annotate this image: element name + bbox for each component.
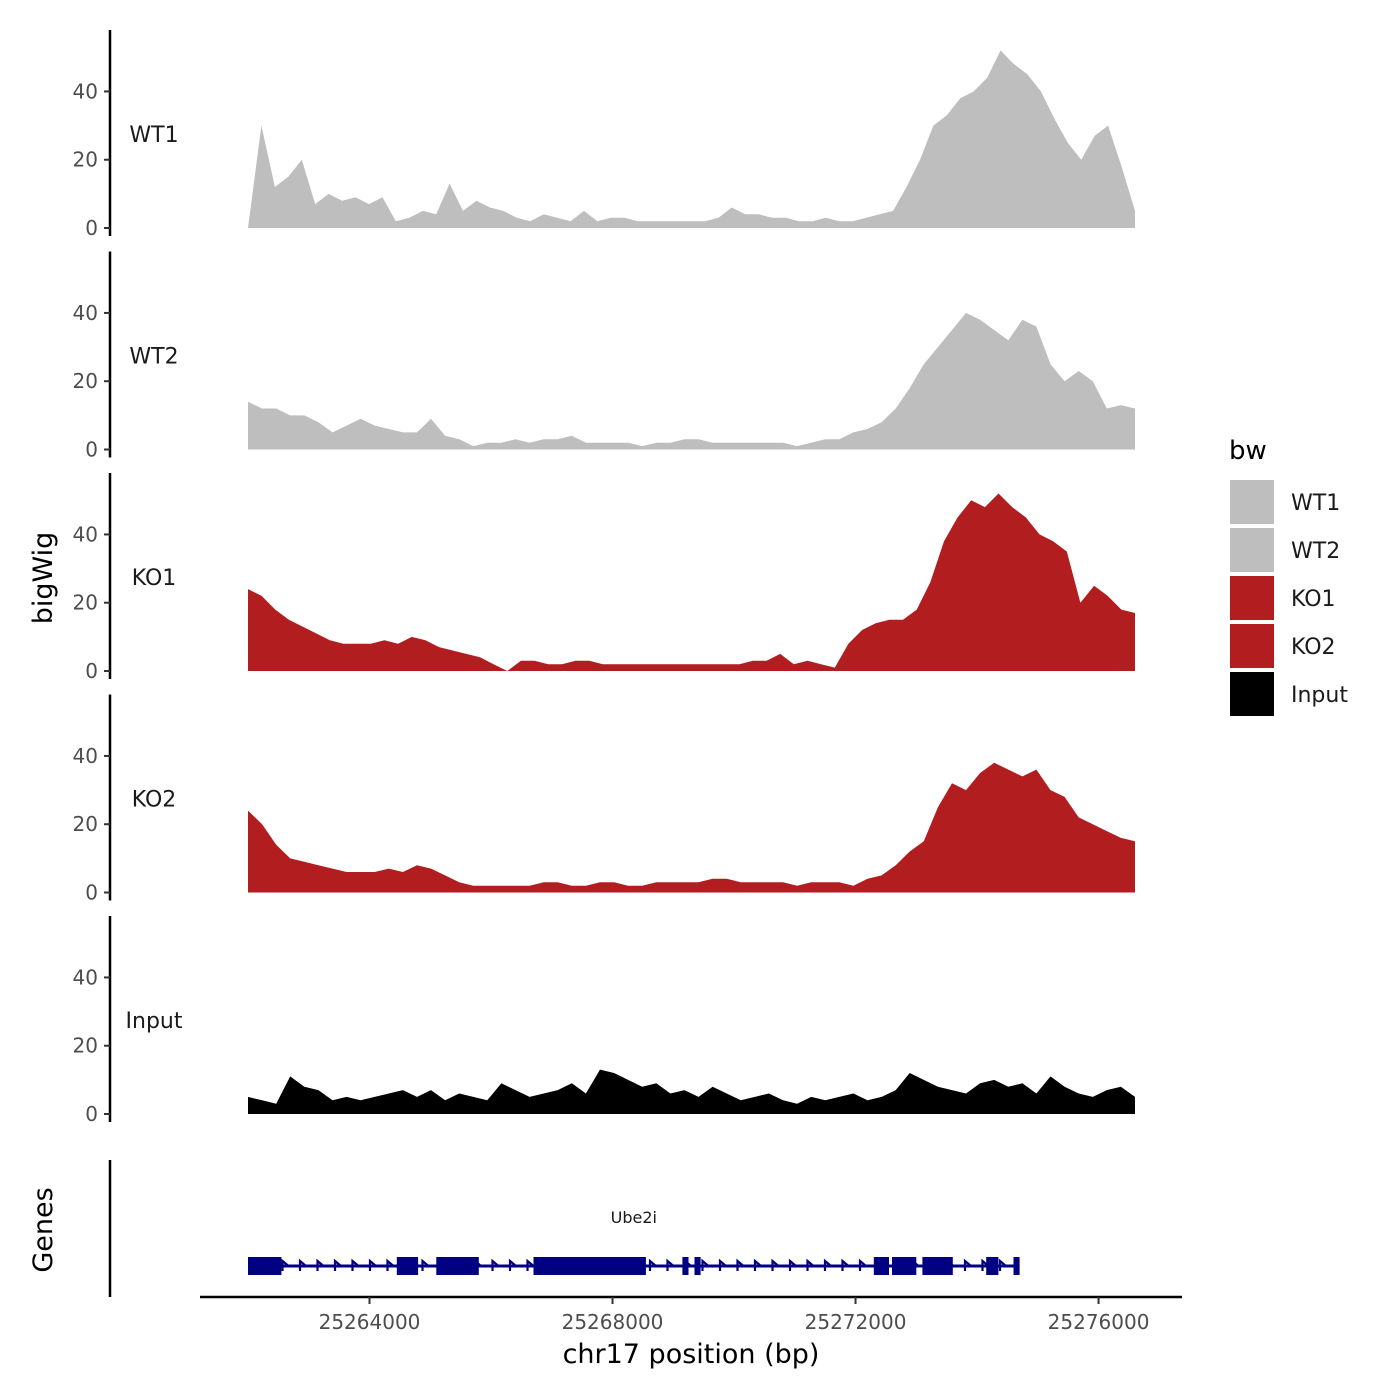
- strand-arrow: [788, 1258, 797, 1271]
- gene-label: Ube2i: [611, 1208, 657, 1227]
- genes-panel: Genes Ube2i: [28, 1160, 1020, 1297]
- legend-label: WT1: [1291, 491, 1340, 516]
- legend-swatch: [1230, 576, 1274, 620]
- x-tick-label: 25272000: [805, 1310, 907, 1334]
- strand-arrow: [666, 1258, 675, 1271]
- gene-exon: [892, 1257, 917, 1275]
- strand-arrow: [508, 1258, 517, 1271]
- coverage-area-wt2: [248, 312, 1135, 450]
- y-tick-label: 40: [73, 301, 98, 325]
- strand-arrow: [316, 1258, 325, 1271]
- coverage-area-wt1: [248, 50, 1135, 228]
- genes-axis-title: Genes: [28, 1187, 59, 1272]
- strand-arrow: [736, 1258, 745, 1271]
- x-tick-label: 25276000: [1048, 1310, 1150, 1334]
- track-input: 0 20 40 Input: [73, 916, 1135, 1126]
- legend-entry-input: Input: [1230, 672, 1348, 716]
- coverage-area-ko1: [248, 493, 1135, 671]
- gene-exon: [682, 1257, 689, 1275]
- track-label: Input: [126, 1009, 183, 1034]
- y-tick-label: 20: [73, 369, 98, 393]
- track-ko2: 0 20 40 KO2: [73, 694, 1135, 905]
- coverage-tracks: 0 20 40 WT1 0 20 40 WT2 0 20 40 KO1 0 20 40 KO2 0 20 40 Inp…: [73, 30, 1135, 1126]
- legend-title: bw: [1229, 436, 1267, 466]
- gene-exon: [533, 1257, 646, 1275]
- gene-model: [248, 1257, 1020, 1275]
- y-tick-label: 40: [73, 522, 98, 546]
- strand-arrow: [771, 1258, 780, 1271]
- legend-entry-wt2: WT2: [1230, 528, 1340, 572]
- legend-label: WT2: [1291, 539, 1340, 564]
- legend: bw WT1 WT2 KO1 KO2 Input: [1229, 436, 1348, 716]
- gene-exon: [396, 1257, 419, 1275]
- track-wt2: 0 20 40 WT2: [73, 251, 1135, 462]
- gene-exon: [873, 1257, 889, 1275]
- track-label: WT1: [129, 123, 178, 148]
- strand-arrow: [298, 1258, 307, 1271]
- track-ko1: 0 20 40 KO1: [73, 473, 1135, 683]
- legend-entry-wt1: WT1: [1230, 480, 1340, 524]
- y-tick-label: 20: [73, 812, 98, 836]
- y-tick-label: 40: [73, 79, 98, 103]
- gene-exon: [436, 1257, 479, 1275]
- x-axis: 25264000 25268000 25272000 25276000 chr17 p…: [200, 1295, 1182, 1370]
- gene-exon: [248, 1257, 282, 1275]
- legend-label: KO2: [1291, 635, 1336, 660]
- legend-entry-ko1: KO1: [1230, 576, 1336, 620]
- strand-arrow: [998, 1258, 1007, 1271]
- x-tick-label: 25268000: [562, 1310, 664, 1334]
- legend-swatch: [1230, 624, 1274, 668]
- strand-arrow: [648, 1258, 657, 1271]
- gene-exon: [694, 1257, 701, 1275]
- x-tick-label: 25264000: [319, 1310, 421, 1334]
- legend-label: KO1: [1291, 587, 1336, 612]
- strand-arrow: [491, 1258, 500, 1271]
- strand-arrow: [718, 1258, 727, 1271]
- strand-arrow: [806, 1258, 815, 1271]
- y-tick-label: 40: [73, 744, 98, 768]
- y-tick-label: 20: [73, 148, 98, 172]
- strand-arrow: [421, 1258, 430, 1271]
- y-tick-label: 0: [85, 216, 98, 240]
- coverage-area-ko2: [248, 762, 1135, 893]
- strand-arrow: [823, 1258, 832, 1271]
- gene-exon: [922, 1257, 953, 1275]
- y-tick-label: 20: [73, 591, 98, 615]
- track-label: KO2: [132, 788, 177, 813]
- y-tick-label: 0: [85, 438, 98, 462]
- strand-arrow: [281, 1258, 290, 1271]
- strand-arrow: [368, 1258, 377, 1271]
- y-tick-label: 0: [85, 881, 98, 905]
- track-label: WT2: [129, 345, 178, 370]
- legend-swatch: [1230, 480, 1274, 524]
- legend-swatch: [1230, 528, 1274, 572]
- gene-exon: [1013, 1257, 1020, 1275]
- legend-entry-ko2: KO2: [1230, 624, 1336, 668]
- y-tick-label: 0: [85, 1102, 98, 1126]
- strand-arrow: [963, 1258, 972, 1271]
- legend-swatch: [1230, 672, 1274, 716]
- strand-arrow: [701, 1258, 710, 1271]
- gene-exon: [986, 1257, 999, 1275]
- track-label: KO1: [132, 566, 177, 591]
- strand-arrow: [351, 1258, 360, 1271]
- strand-arrow: [386, 1258, 395, 1271]
- x-axis-ticks: 25264000 25268000 25272000 25276000: [319, 1297, 1150, 1334]
- strand-arrow: [858, 1258, 867, 1271]
- strand-arrow: [753, 1258, 762, 1271]
- x-axis-title: chr17 position (bp): [563, 1339, 820, 1370]
- y-axis-title: bigWig: [28, 532, 59, 625]
- strand-arrow: [526, 1258, 535, 1271]
- strand-arrow: [333, 1258, 342, 1271]
- legend-label: Input: [1291, 683, 1348, 708]
- y-tick-label: 40: [73, 965, 98, 989]
- strand-arrow: [841, 1258, 850, 1271]
- legend-entries: WT1 WT2 KO1 KO2 Input: [1230, 480, 1348, 716]
- y-tick-label: 20: [73, 1034, 98, 1058]
- coverage-area-input: [248, 1069, 1135, 1114]
- y-tick-label: 0: [85, 659, 98, 683]
- track-wt1: 0 20 40 WT1: [73, 30, 1135, 240]
